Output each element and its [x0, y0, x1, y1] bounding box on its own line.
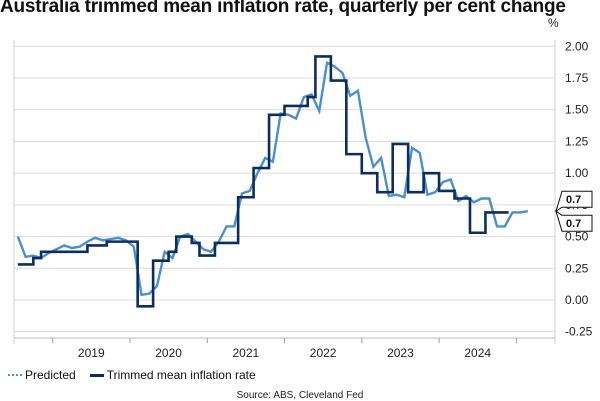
x-tick-label: 2022 [310, 346, 337, 360]
y-tick-label: 1.50 [565, 103, 589, 117]
end-label-box: 0.7 [555, 210, 593, 232]
y-tick-label: 0.50 [565, 230, 589, 244]
x-tick-label: 2020 [155, 346, 182, 360]
y-tick-label: 2.00 [565, 39, 589, 53]
legend-item-predicted[interactable]: Predicted [8, 368, 76, 382]
end-label-callout [555, 210, 593, 232]
legend-swatch-predicted [8, 374, 22, 376]
x-axis: 2019 2020 2021 2022 2023 2024 [52, 338, 517, 360]
series-line-predicted [16, 61, 529, 297]
legend-item-trimmed-mean[interactable]: Trimmed mean inflation rate [89, 368, 256, 382]
y-tick-label: 0.25 [565, 261, 589, 275]
end-label-box: 0.7 [555, 190, 593, 213]
legend-label-predicted: Predicted [25, 368, 76, 382]
series-line-trimmed-mean [17, 55, 509, 308]
x-tick-label: 2021 [233, 346, 260, 360]
series-lines [16, 55, 529, 308]
end-label-callout [555, 190, 593, 213]
gridlines [13, 40, 556, 344]
y-tick-label: 0.00 [565, 293, 589, 307]
y-tick-label: 1.75 [565, 71, 589, 85]
x-tick-label: 2023 [387, 346, 414, 360]
y-tick-label: 1.00 [565, 166, 589, 180]
y-tick-label: -0.25 [565, 325, 593, 339]
legend: Predicted Trimmed mean inflation rate [8, 368, 264, 382]
source-note: Source: ABS, Cleveland Fed [236, 390, 364, 401]
end-label-text: 0.7 [566, 218, 581, 230]
x-tick-label: 2024 [464, 346, 491, 360]
legend-swatch-trimmed-mean [89, 373, 104, 377]
legend-label-trimmed-mean: Trimmed mean inflation rate [106, 368, 256, 382]
x-tick-label: 2019 [78, 346, 105, 360]
y-unit-label: % [548, 16, 559, 30]
end-labels: 0.7 0.7 [555, 190, 593, 232]
chart-title: Australia trimmed mean inflation rate, q… [0, 0, 566, 17]
y-tick-label: 1.25 [565, 134, 589, 148]
end-label-text: 0.7 [566, 194, 581, 206]
